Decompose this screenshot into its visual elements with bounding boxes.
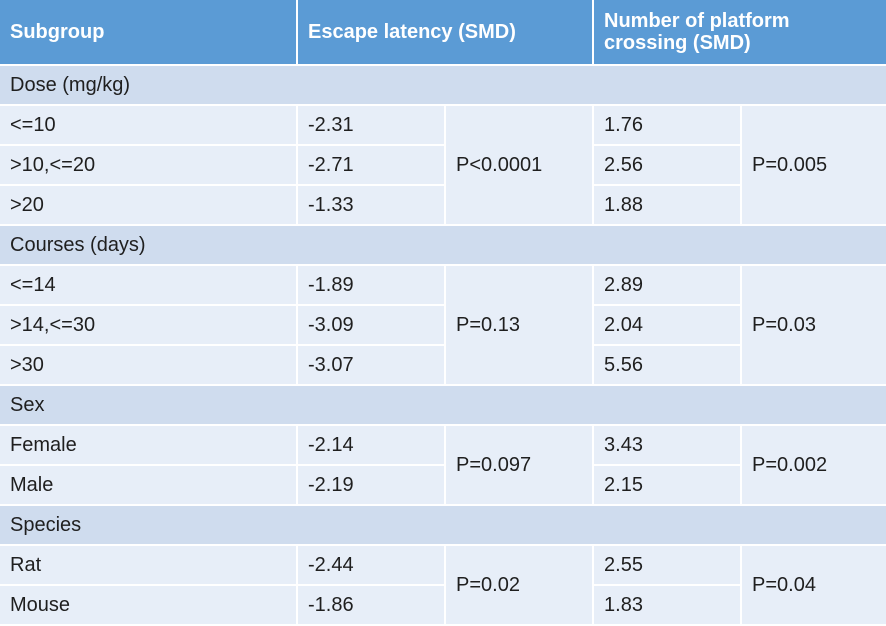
table-row: Male -2.19 2.15 — [0, 464, 886, 506]
escape-p-value: P=0.02 — [443, 544, 595, 626]
section-title: Sex — [0, 384, 886, 426]
header-escape-latency: Escape latency (SMD) — [297, 0, 595, 66]
platform-crossing-cell: 5.56 — [592, 344, 742, 386]
table-row: >20 -1.33 1.88 — [0, 184, 886, 226]
platform-crossing-cell: 1.76 — [592, 104, 743, 146]
subgroup-cell: Rat — [0, 544, 298, 586]
escape-latency-cell: -2.44 — [296, 544, 446, 586]
platform-crossing-cell: 1.83 — [592, 584, 742, 626]
escape-p-value: P=0.097 — [443, 424, 595, 506]
table-row: >10,<=20 -2.71 2.56 — [0, 144, 886, 186]
subgroup-cell: >20 — [0, 184, 298, 226]
escape-p-value: P=0.13 — [443, 264, 595, 386]
subgroup-cell: >10,<=20 — [0, 144, 298, 186]
platform-crossing-cell: 2.89 — [592, 264, 743, 306]
escape-latency-cell: -2.19 — [296, 464, 446, 506]
crossing-p-value: P=0.005 — [740, 104, 886, 226]
escape-latency-cell: -1.89 — [296, 264, 446, 306]
subgroup-cell: <=14 — [0, 264, 298, 306]
table-row: Mouse -1.86 1.83 — [0, 584, 886, 626]
section-row: Sex — [0, 384, 886, 426]
table-row: >14,<=30 -3.09 2.04 — [0, 304, 886, 346]
header-platform-crossing-line1: Number of platform — [604, 10, 790, 32]
subgroup-cell: >30 — [0, 344, 298, 386]
section-row: Dose (mg/kg) — [0, 64, 886, 106]
platform-crossing-cell: 2.04 — [592, 304, 742, 346]
table-row: >30 -3.07 5.56 — [0, 344, 886, 386]
platform-crossing-cell: 2.56 — [592, 144, 742, 186]
section-row: Species — [0, 504, 886, 546]
escape-latency-cell: -2.31 — [296, 104, 446, 146]
escape-latency-cell: -1.86 — [296, 584, 446, 626]
platform-crossing-cell: 3.43 — [592, 424, 743, 466]
section-row: Courses (days) — [0, 224, 886, 266]
escape-latency-cell: -3.09 — [296, 304, 446, 346]
section-title: Species — [0, 504, 886, 546]
platform-crossing-cell: 2.15 — [592, 464, 742, 506]
subgroup-cell: Mouse — [0, 584, 298, 626]
table-row: <=10 -2.31 P<0.0001 1.76 P=0.005 — [0, 104, 886, 226]
platform-crossing-cell: 2.55 — [592, 544, 743, 586]
escape-latency-cell: -1.33 — [296, 184, 446, 226]
subgroup-cell: <=10 — [0, 104, 298, 146]
section-title: Dose (mg/kg) — [0, 64, 886, 106]
escape-latency-cell: -3.07 — [296, 344, 446, 386]
crossing-p-value: P=0.002 — [740, 424, 886, 506]
header-platform-crossing-line2: crossing (SMD) — [604, 32, 751, 54]
header-row: Subgroup Escape latency (SMD) Number of … — [0, 0, 886, 66]
crossing-p-value: P=0.04 — [740, 544, 886, 626]
subgroup-cell: Male — [0, 464, 298, 506]
crossing-p-value: P=0.03 — [740, 264, 886, 386]
escape-latency-cell: -2.14 — [296, 424, 446, 466]
table-row: Female -2.14 P=0.097 3.43 P=0.002 — [0, 424, 886, 506]
header-subgroup: Subgroup — [0, 0, 298, 66]
table-row: Rat -2.44 P=0.02 2.55 P=0.04 — [0, 544, 886, 626]
escape-latency-cell: -2.71 — [296, 144, 446, 186]
section-title: Courses (days) — [0, 224, 886, 266]
header-platform-crossing: Number of platform crossing (SMD) — [593, 0, 886, 66]
subgroup-cell: >14,<=30 — [0, 304, 298, 346]
escape-p-value: P<0.0001 — [443, 104, 595, 226]
table-row: <=14 -1.89 P=0.13 2.89 P=0.03 — [0, 264, 886, 386]
subgroup-cell: Female — [0, 424, 298, 466]
platform-crossing-cell: 1.88 — [592, 184, 742, 226]
